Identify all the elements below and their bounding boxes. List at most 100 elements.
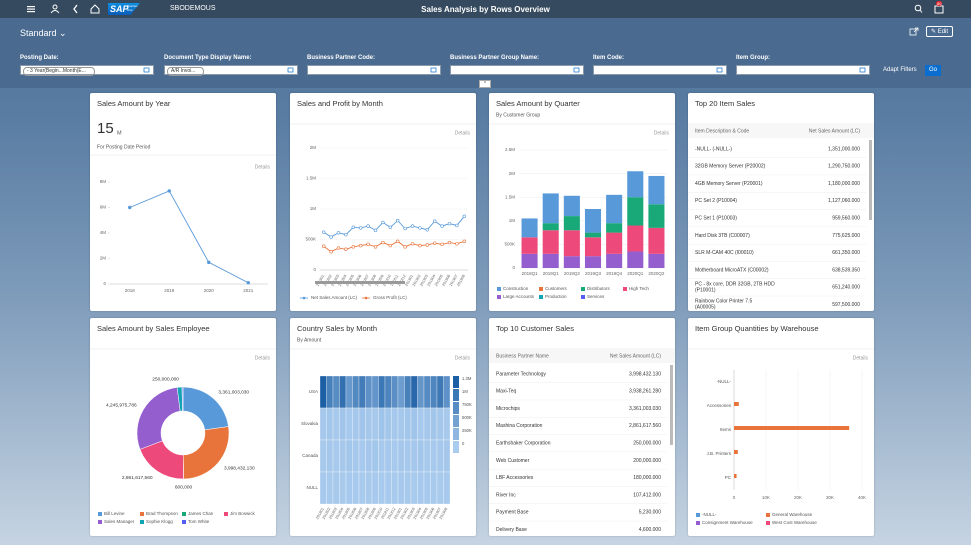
cell-value: 651,240.000 xyxy=(832,285,860,291)
x-tick-label: 10K xyxy=(762,495,770,500)
filter-input[interactable]: A/R Invoi... xyxy=(164,65,298,76)
scrollbar[interactable] xyxy=(670,365,673,445)
value-help-icon xyxy=(143,67,150,73)
card-title: Sales and Profit by Month xyxy=(297,99,383,108)
heat-cell xyxy=(352,439,360,473)
variant-select[interactable]: Standard ⌄ xyxy=(20,28,67,38)
header-row xyxy=(688,124,874,138)
edit-button[interactable]: ✎ Edit xyxy=(926,26,954,37)
details-link[interactable]: Details xyxy=(255,164,271,170)
heat-cell xyxy=(430,471,438,505)
cell-value: 2,861,617.560 xyxy=(629,423,661,429)
bar-segment xyxy=(542,193,559,224)
legend-swatch xyxy=(696,513,700,517)
filter-label: Business Partner Group Name: xyxy=(450,55,540,61)
filter-token: A/R Invoi... xyxy=(167,67,205,76)
cell-text: Microchips xyxy=(496,406,520,412)
legend-swatch xyxy=(623,287,627,291)
details-link[interactable]: Details xyxy=(455,130,471,136)
x-tick-label: 201811 xyxy=(390,274,400,287)
cell-value: 3,938,261.280 xyxy=(629,389,661,395)
x-tick-label: 201805 xyxy=(341,507,351,520)
legend-swatch xyxy=(581,287,585,291)
x-tick-label: 201901 xyxy=(393,507,403,520)
bar-segment xyxy=(542,223,559,231)
filter-input[interactable]: - 3 Year(Begin...Month(E... xyxy=(20,65,154,76)
bar-segment xyxy=(606,232,623,254)
details-link[interactable]: Details xyxy=(853,355,869,361)
cell-value: 1,180,000.000 xyxy=(828,181,860,187)
details-link[interactable]: Details xyxy=(654,130,670,136)
column-header: Net Sales Amount (LC) xyxy=(610,353,661,359)
filter-input[interactable] xyxy=(307,65,441,75)
x-tick-label: 201903 xyxy=(419,274,429,287)
adapt-filters[interactable]: Adapt Filters xyxy=(883,67,917,73)
bar-segment xyxy=(627,171,644,198)
notification-badge[interactable]: 80 xyxy=(936,1,943,6)
legend-swatch xyxy=(539,295,543,299)
go-button[interactable]: Go xyxy=(925,65,941,76)
card-title: Sales Amount by Quarter xyxy=(496,99,580,108)
filter-input[interactable] xyxy=(593,65,727,75)
x-tick-label: 201803 xyxy=(328,507,338,520)
heat-cell xyxy=(345,439,353,473)
heat-cell xyxy=(410,407,418,441)
x-tick-label: 201906 xyxy=(426,507,436,520)
x-tick-label: 201807 xyxy=(360,274,370,287)
color-scale-step xyxy=(453,376,459,388)
bar-segment xyxy=(521,218,538,238)
details-link[interactable]: Details xyxy=(255,355,271,361)
value-help-icon xyxy=(716,67,723,73)
x-tick-label: 201802 xyxy=(322,507,332,520)
legend-label: General Warehouse xyxy=(772,512,813,517)
bar-segment xyxy=(648,175,665,205)
y-tick-label: 8M xyxy=(100,179,107,184)
data-point xyxy=(373,245,378,249)
heat-cell xyxy=(430,375,438,409)
cell-text: Web Customer xyxy=(496,458,530,464)
cell-value: 3,361,003.030 xyxy=(629,406,661,412)
filter-input[interactable] xyxy=(736,65,870,75)
bar-segment xyxy=(584,237,602,257)
cell-text: River Inc xyxy=(496,492,516,498)
kpi-value: 15 xyxy=(97,120,114,137)
heat-cell xyxy=(378,407,386,441)
value-help-icon xyxy=(430,67,437,73)
data-point xyxy=(425,243,430,247)
heat-cell xyxy=(423,407,431,441)
data-label: 600,000 xyxy=(175,484,193,490)
cell-text: PC Set 1 (P10003) xyxy=(695,216,737,222)
heat-cell xyxy=(417,375,425,409)
data-label: 3,361,003,030 xyxy=(218,389,249,395)
heat-cell xyxy=(358,375,366,409)
bar-segment xyxy=(648,253,665,268)
cell-value: 1,290,750.000 xyxy=(828,164,860,170)
cell-value: 959,560.000 xyxy=(832,216,860,222)
row-label: Slovakia xyxy=(301,421,319,426)
share-icon[interactable] xyxy=(909,27,919,37)
details-link[interactable]: Details xyxy=(455,355,471,361)
card-subtitle: By Customer Group xyxy=(496,112,540,118)
filter-input[interactable] xyxy=(450,65,584,75)
shell-bar: SAP Business One SBODEMOUS Sales Analysi… xyxy=(0,0,971,18)
color-scale-label: 250K xyxy=(462,428,472,433)
cell-text: Delivery Base xyxy=(496,527,527,533)
collapse-button[interactable]: ⌃ xyxy=(479,80,491,88)
y-tick-label: PC xyxy=(725,475,732,480)
x-tick-label: 201803 xyxy=(330,274,340,287)
data-point xyxy=(358,243,363,248)
bar-segment xyxy=(648,227,665,254)
scrollbar[interactable] xyxy=(869,140,872,220)
bar-segment xyxy=(584,209,602,233)
card: Sales and Profit by Month Details 0 500K 1M 1… xyxy=(290,93,476,311)
heat-cell xyxy=(332,439,340,473)
card-title: Top 20 Item Sales xyxy=(695,99,755,108)
x-tick-label: 201808 xyxy=(367,274,377,287)
cell-value: 4,600.000 xyxy=(639,527,661,533)
data-label: 2,861,617,560 xyxy=(122,475,153,481)
bar xyxy=(734,402,739,406)
data-point xyxy=(344,247,348,251)
cell-value: 775,625.000 xyxy=(832,233,860,239)
heat-cell xyxy=(339,375,347,409)
x-tick-label: 201905 xyxy=(419,507,429,520)
